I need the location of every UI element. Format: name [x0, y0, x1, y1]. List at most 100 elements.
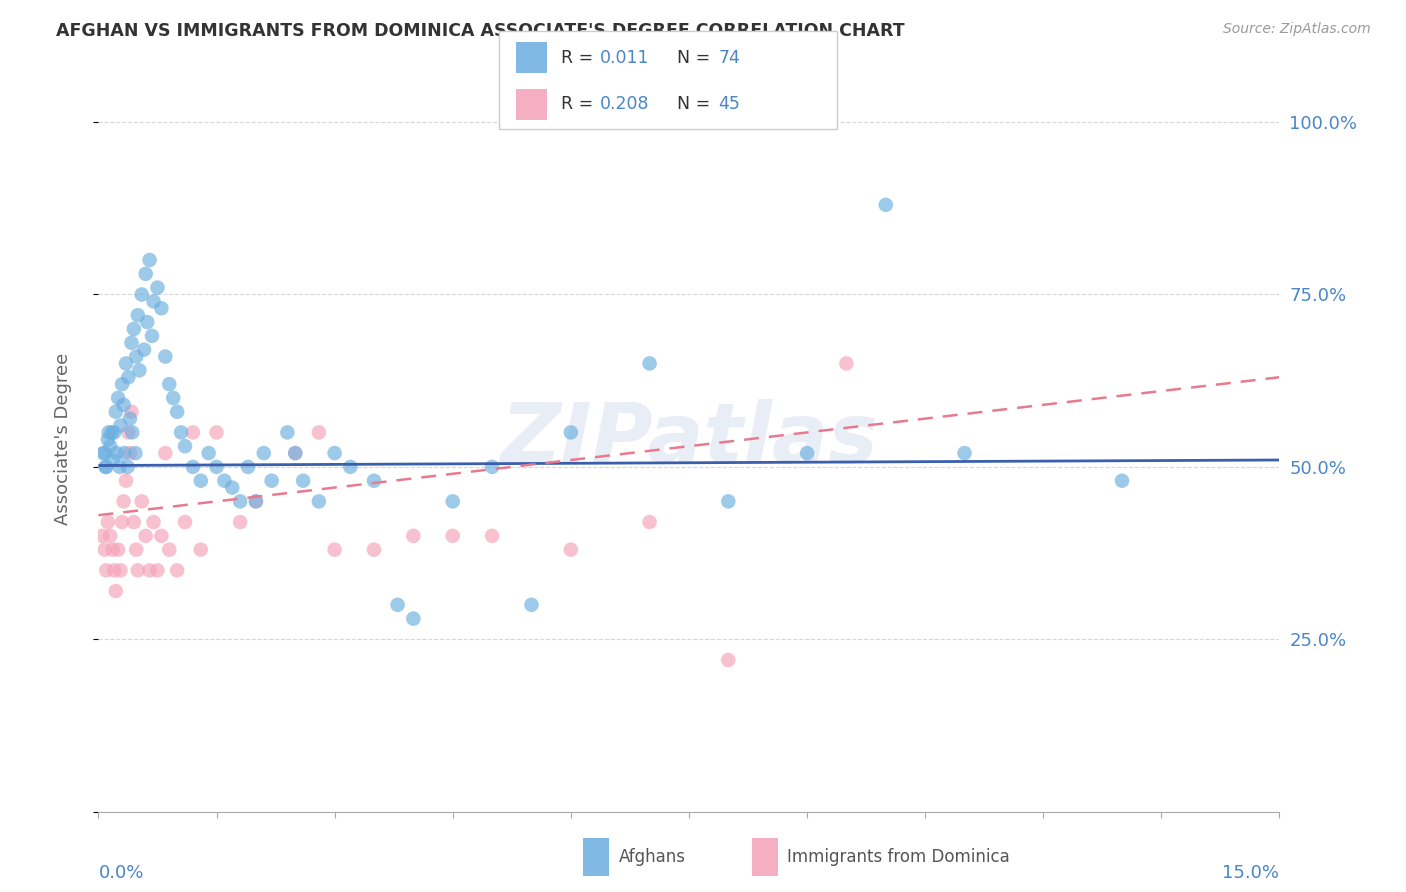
Point [115, 474, 138, 488]
Point [91, 529, 114, 543]
Text: Source: ZipAtlas.com: Source: ZipAtlas.com [1223, 22, 1371, 37]
Point [157, 542, 180, 557]
Point [94, 459, 117, 474]
Point [132, 343, 155, 357]
Point [103, 425, 125, 440]
Point [157, 377, 180, 392]
Text: AFGHAN VS IMMIGRANTS FROM DOMINICA ASSOCIATE'S DEGREE CORRELATION CHART: AFGHAN VS IMMIGRANTS FROM DOMINICA ASSOC… [56, 22, 905, 40]
Point [560, 542, 582, 557]
Point [138, 563, 160, 577]
Point [117, 459, 139, 474]
Point [125, 350, 148, 364]
Point [131, 494, 153, 508]
Point [98, 439, 121, 453]
Point [284, 446, 307, 460]
Point [97, 515, 120, 529]
Point [339, 459, 361, 474]
Point [387, 598, 409, 612]
Point [104, 584, 127, 599]
Text: R =: R = [561, 95, 599, 113]
Point [131, 287, 153, 301]
Point [146, 563, 169, 577]
Point [138, 252, 160, 267]
Point [481, 529, 503, 543]
Point [127, 563, 149, 577]
Point [214, 474, 236, 488]
Point [118, 411, 141, 425]
Point [441, 529, 464, 543]
Point [91, 446, 114, 460]
Point [205, 425, 228, 440]
Point [402, 529, 425, 543]
Point [122, 515, 145, 529]
Text: 0.0%: 0.0% [98, 863, 143, 882]
Point [97, 425, 120, 440]
Point [205, 459, 228, 474]
Point [150, 529, 173, 543]
Point [363, 542, 385, 557]
Point [101, 425, 124, 440]
Point [174, 439, 197, 453]
Point [112, 398, 135, 412]
Point [174, 515, 197, 529]
Point [127, 308, 149, 322]
Point [124, 446, 146, 460]
Point [638, 356, 661, 370]
Text: Afghans: Afghans [619, 848, 686, 866]
Point [121, 335, 143, 350]
Point [117, 370, 139, 384]
Point [110, 563, 132, 577]
Point [170, 425, 193, 440]
Point [112, 446, 135, 460]
Point [125, 542, 148, 557]
Point [162, 391, 184, 405]
Point [190, 474, 212, 488]
Point [107, 391, 129, 405]
Point [110, 418, 132, 433]
Point [155, 446, 177, 460]
Point [122, 322, 145, 336]
Point [875, 198, 897, 212]
Point [560, 425, 582, 440]
Point [229, 494, 252, 508]
Point [441, 494, 464, 508]
Point [638, 515, 661, 529]
Text: N =: N = [666, 49, 716, 67]
Point [136, 315, 159, 329]
Point [115, 356, 138, 370]
Point [142, 294, 165, 309]
Point [481, 459, 503, 474]
Text: 74: 74 [718, 49, 741, 67]
Point [150, 301, 173, 316]
Point [117, 425, 139, 440]
Point [142, 515, 165, 529]
Point [953, 446, 976, 460]
Point [135, 529, 157, 543]
Point [181, 459, 204, 474]
Text: 0.011: 0.011 [600, 49, 650, 67]
Point [323, 542, 346, 557]
Point [118, 446, 141, 460]
Point [166, 563, 188, 577]
Point [93, 542, 115, 557]
Point [190, 542, 212, 557]
Point [166, 405, 188, 419]
Point [308, 494, 330, 508]
Point [253, 446, 276, 460]
Point [101, 453, 124, 467]
Text: 45: 45 [718, 95, 741, 113]
Text: 0.208: 0.208 [600, 95, 650, 113]
Point [245, 494, 267, 508]
Point [717, 494, 740, 508]
Point [121, 405, 143, 419]
Text: 15.0%: 15.0% [1222, 863, 1279, 882]
Point [221, 481, 243, 495]
Y-axis label: Associate's Degree: Associate's Degree [53, 353, 72, 525]
Point [402, 612, 425, 626]
Point [107, 542, 129, 557]
Point [97, 433, 120, 447]
Point [796, 446, 818, 460]
Point [276, 425, 298, 440]
Point [155, 350, 177, 364]
Point [111, 377, 134, 392]
